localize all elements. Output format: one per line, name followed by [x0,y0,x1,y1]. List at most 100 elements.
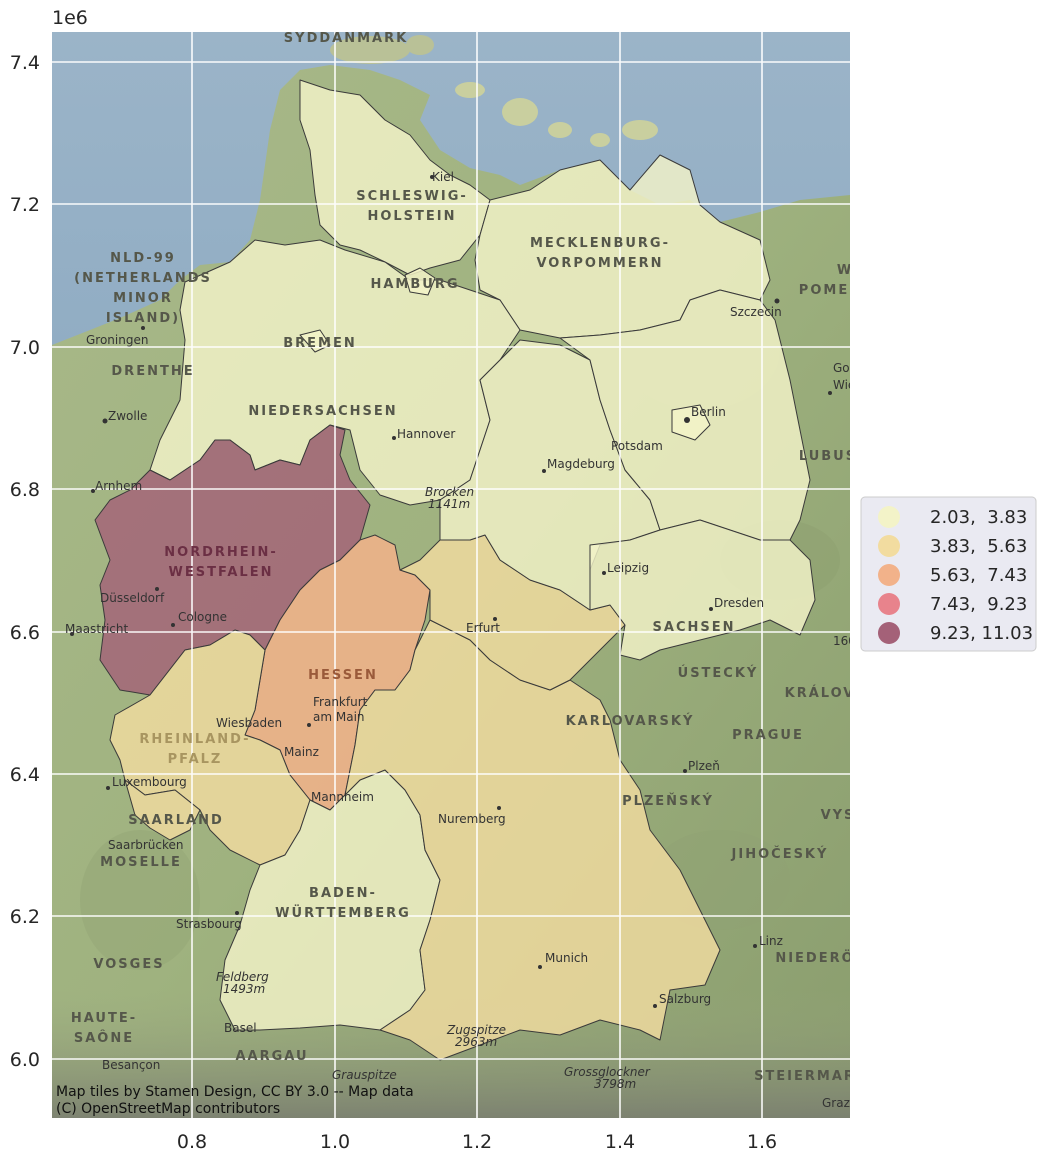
city-salzburg: Salzburg [659,992,711,1006]
peak-feldberg-height: 1493m [223,982,265,996]
legend-marker-0 [878,506,900,528]
city-saarbrucken: Saarbrücken [108,838,184,852]
x-tick-0: 0.8 [177,1131,207,1153]
city-wie: Wie [833,378,855,392]
city-arnhem: Arnhem [95,479,142,493]
peak-grossglockner-height: 3798m [594,1077,636,1091]
label-aargau: AARGAU [235,1049,308,1064]
label-ustecky: ÚSTECKÝ [678,665,759,681]
legend-marker-3 [878,593,900,615]
legend: 2.03, 3.83 3.83, 5.63 5.63, 7.43 7.43, 9.23… [860,496,1037,652]
label-kralov: KRÁLOV [785,685,856,701]
label-saarland: SAARLAND [128,813,224,828]
y-tick-0: 6.0 [10,1049,40,1071]
region-berlin[interactable] [671,404,711,441]
label-nrw-2: WESTFALEN [169,565,274,580]
region-sachsen[interactable] [589,519,816,661]
city-gor: Gor [833,361,855,375]
label-rlp-2: PFALZ [168,752,223,767]
x-tick-3: 1.4 [605,1131,635,1153]
label-moselle: MOSELLE [100,855,182,870]
label-w: W [837,263,853,278]
region-bayern[interactable] [344,619,721,1061]
map-labels: SYDDANMARK SCHLESWIG- HOLSTEIN MECKLENBU… [56,32,861,1117]
y-tick-labels: 6.0 6.2 6.4 6.6 6.8 7.0 7.2 7.4 [10,52,40,1071]
label-hamburg: HAMBURG [370,277,459,292]
region-saarland[interactable] [124,779,201,841]
label-prague: PRAGUE [732,728,804,743]
label-sachsen: SACHSEN [653,620,736,635]
city-graz: Graz [822,1096,850,1110]
label-haute-1: HAUTE- [71,1011,137,1026]
label-nld-3: MINOR [113,291,173,306]
label-pomer: POMER [799,283,861,298]
city-kiel: Kiel [432,170,454,184]
city-plzen: Plzeň [688,759,720,773]
y-tick-7: 7.4 [10,52,40,74]
region-schleswig-holstein[interactable] [299,79,491,276]
label-hessen: HESSEN [308,668,378,683]
x-tick-1: 1.0 [320,1131,350,1153]
peak-grossglockner: Grossglockner [564,1065,651,1079]
legend-label-2: 5.63, 7.43 [930,565,1027,586]
peak-grauspitze: Grauspitze [332,1068,397,1082]
y-tick-5: 7.0 [10,337,40,359]
city-strasbourg: Strasbourg [176,917,242,931]
city-szczecin: Szczecin [730,305,782,319]
city-zwolle: Zwolle [108,409,147,423]
city-luxembourg: Luxembourg [112,775,187,789]
label-160: 160 [833,634,856,648]
label-rlp-1: RHEINLAND- [139,732,250,747]
city-dusseldorf: Düsseldorf [100,591,165,605]
legend-label-1: 3.83, 5.63 [930,536,1027,557]
city-besancon: Besançon [102,1058,160,1072]
peak-feldberg: Feldberg [216,970,269,984]
city-maastricht: Maastricht [65,622,128,636]
label-vys: VYS [821,808,856,823]
label-niederoe: NIEDERÖ [775,950,854,966]
y-tick-2: 6.4 [10,764,40,786]
label-nld-4: ISLAND) [106,311,180,326]
y-tick-6: 7.2 [10,194,40,216]
city-mainz: Mainz [284,745,319,759]
y-tick-4: 6.8 [10,479,40,501]
legend-label-0: 2.03, 3.83 [930,507,1027,528]
label-vosges: VOSGES [93,957,164,972]
city-basel: Basel [224,1021,257,1035]
city-hannover: Hannover [397,427,455,441]
x-tick-4: 1.6 [747,1131,777,1153]
label-bw-1: BADEN- [309,886,377,901]
label-niedersachsen: NIEDERSACHSEN [248,404,397,419]
city-leipzig: Leipzig [607,561,649,575]
city-wiesbaden: Wiesbaden [216,716,282,730]
axis-offset-label: 1e6 [52,7,88,29]
label-meck-1: MECKLENBURG- [530,236,670,251]
legend-marker-2 [878,564,900,586]
city-nuremberg: Nuremberg [438,812,506,826]
label-nld-2: (NETHERLANDS [74,271,212,286]
label-haute-2: SAÔNE [74,1030,134,1046]
peak-zugspitze-height: 2963m [455,1035,497,1049]
sea-area [52,32,850,345]
label-nrw-1: NORDRHEIN- [164,545,278,560]
attribution-line-2: (C) OpenStreetMap contributors [56,1101,280,1117]
label-steiermark: STEIERMAR [754,1069,856,1084]
city-frankfurt-2: am Main [313,710,365,724]
peak-brocken: Brocken [425,485,474,499]
city-linz: Linz [759,934,783,948]
y-tick-1: 6.2 [10,906,40,928]
city-mannheim: Mannheim [311,790,374,804]
legend-label-4: 9.23, 11.03 [930,623,1033,644]
x-tick-2: 1.2 [462,1131,492,1153]
legend-label-3: 7.43, 9.23 [930,594,1027,615]
label-lubus: LUBUS [799,449,857,464]
city-dresden: Dresden [714,596,764,610]
label-schleswig-1: SCHLESWIG- [356,189,468,204]
city-erfurt: Erfurt [466,621,500,635]
label-nld-1: NLD-99 [110,251,176,266]
x-tick-labels: 0.8 1.0 1.2 1.4 1.6 [177,1131,777,1153]
region-hamburg[interactable] [404,267,436,296]
peak-zugspitze: Zugspitze [446,1023,506,1037]
gridlines [52,32,850,1118]
label-schleswig-2: HOLSTEIN [367,209,456,224]
